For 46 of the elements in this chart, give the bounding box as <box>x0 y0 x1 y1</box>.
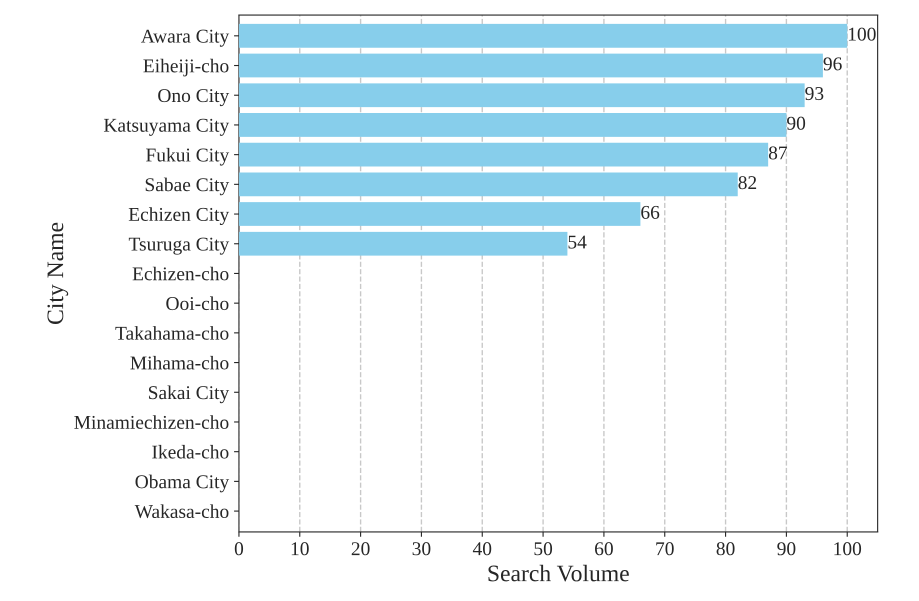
y-tick-label: Minamiechizen-cho <box>74 415 228 429</box>
y-tick-label: Sabae City <box>146 178 230 196</box>
y-tick-label: Katsuyama City <box>104 118 230 136</box>
x-tick-label: 40 <box>472 542 492 556</box>
y-tick-label: Tsuruga City <box>128 238 230 255</box>
data-label: 93 <box>805 87 824 100</box>
x-tick-label: 10 <box>292 542 309 556</box>
x-tick-label: 0 <box>234 542 244 556</box>
bar <box>238 142 768 167</box>
data-label: 96 <box>824 57 842 70</box>
x-tick-label: 60 <box>595 542 613 556</box>
y-tick-label: Eiheiji-cho <box>143 58 228 76</box>
bar <box>238 172 738 196</box>
y-tick-label: Sakai City <box>148 386 230 404</box>
y-tick-label: Ono City <box>158 89 230 106</box>
data-label: 54 <box>568 236 587 249</box>
y-tick-label: Fukui City <box>146 148 230 166</box>
data-label: 82 <box>738 176 756 190</box>
bar <box>238 24 848 48</box>
y-tick-label: Obama City <box>136 474 230 492</box>
y-tick-label: Wakasa-cho <box>134 504 228 518</box>
x-tick-label: 90 <box>777 542 796 556</box>
y-tick-label: Ooi-cho <box>166 296 228 310</box>
data-label: 66 <box>641 206 660 219</box>
y-tick-label: Echizen City <box>128 207 230 225</box>
x-axis-title: Search Volume <box>488 564 629 582</box>
bar <box>238 202 640 226</box>
data-label: 100 <box>848 28 876 41</box>
y-tick-label: Ikeda-cho <box>152 444 228 459</box>
bar <box>238 54 823 78</box>
x-tick-label: 80 <box>716 542 735 556</box>
y-axis-title: City Name <box>47 222 68 324</box>
x-tick-label: 20 <box>352 542 370 556</box>
bar <box>238 232 568 256</box>
bar <box>238 113 786 137</box>
y-tick-label: Takahama-cho <box>115 326 228 340</box>
y-tick-label: Echizen-cho <box>132 266 228 280</box>
data-label: 90 <box>787 116 806 130</box>
x-tick-label: 70 <box>656 542 674 556</box>
x-tick-label: 30 <box>412 542 430 556</box>
x-tick-label: 50 <box>534 542 552 556</box>
bar <box>238 83 805 108</box>
y-tick-label: Awara City <box>141 30 230 47</box>
data-label: 87 <box>768 146 788 160</box>
y-tick-label: Mihama-cho <box>130 356 228 370</box>
x-tick-label: 100 <box>834 542 862 556</box>
